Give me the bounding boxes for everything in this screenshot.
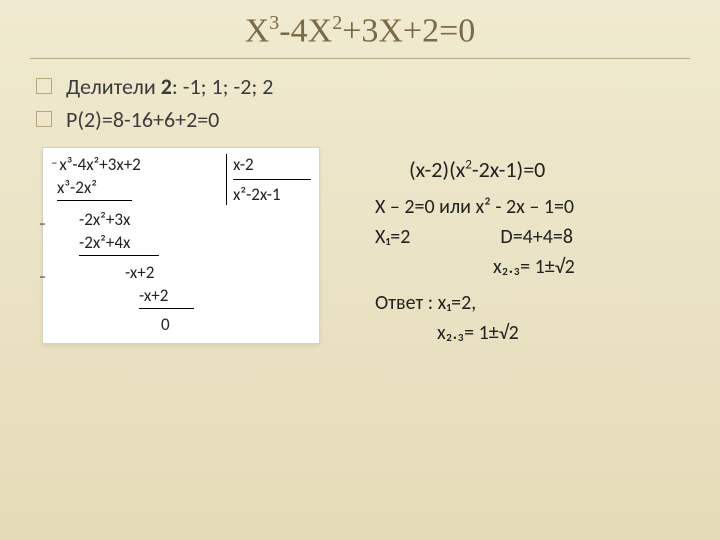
ld-rem2: -x+2 (51, 262, 311, 285)
ld-rem1-text: -2x²+3x (79, 209, 130, 230)
slide-title: X3-4X2+3X+2=0 (0, 0, 720, 50)
bullet-1-pre: Делители (66, 73, 161, 100)
root-x1: X₁=2 (375, 222, 410, 252)
bullet-1-post: : -1; 1; -2; 2 (172, 73, 274, 100)
factored-sup: 2 (465, 158, 472, 173)
ld-sub1: x³-2x² (57, 177, 97, 198)
factored-pre: (x-2)(x (409, 156, 465, 183)
bullet-marker-icon (36, 78, 52, 94)
roots-23: x₂.₃= 1±√2 (493, 252, 575, 282)
bullet-2: P(2)=8-16+6+2=0 (36, 106, 720, 133)
content-row: – x³-4x²+3x+2 x³-2x² x-2 x²-2x-1 -2x²+3x… (0, 147, 720, 348)
answer-line1: Ответ : x₁=2, (375, 288, 575, 318)
title-sup2: 2 (332, 12, 342, 34)
ld-quotient: x²-2x-1 (233, 179, 311, 205)
long-division-panel: – x³-4x²+3x+2 x³-2x² x-2 x²-2x-1 -2x²+3x… (42, 147, 320, 344)
minus-icon: – (51, 156, 57, 171)
title-tail: +3X+2=0 (342, 12, 475, 49)
solution-block: (x-2)(x2-2x-1)=0 X – 2=0 или x² - 2x – 1… (375, 153, 575, 348)
discriminant: D=4+4=8 (500, 222, 573, 252)
title-sup1: 3 (269, 12, 279, 34)
ld-remainder: 0 (51, 311, 311, 335)
answer-line2: x₂.₃= 1±√2 (437, 318, 575, 348)
ld-rem2-text: -x+2 (125, 262, 154, 283)
ld-dividend: x³-4x²+3x+2 (59, 154, 140, 175)
title-part1: X (245, 12, 270, 49)
split-equation: X – 2=0 или x² - 2x – 1=0 (375, 192, 575, 222)
title-part2: -4X (279, 12, 332, 49)
factored-post: -2x-1)=0 (472, 156, 545, 183)
ld-rem1: -2x²+3x (51, 209, 311, 232)
factored-equation: (x-2)(x2-2x-1)=0 (409, 153, 575, 186)
ld-divisor: x-2 (233, 154, 311, 179)
bullet-list: Делители 2: -1; 1; -2; 2 P(2)=8-16+6+2=0 (36, 73, 720, 133)
bullet-1-bold: 2 (161, 73, 172, 100)
bullet-2-text: P(2)=8-16+6+2=0 (66, 106, 219, 133)
bullet-1-text: Делители 2: -1; 1; -2; 2 (66, 73, 273, 100)
title-rule (30, 58, 690, 59)
bullet-marker-icon (36, 111, 52, 127)
bullet-1: Делители 2: -1; 1; -2; 2 (36, 73, 720, 100)
ld-sub3: -x+2 (139, 285, 194, 309)
ld-sub2: -2x²+4x (79, 232, 159, 256)
